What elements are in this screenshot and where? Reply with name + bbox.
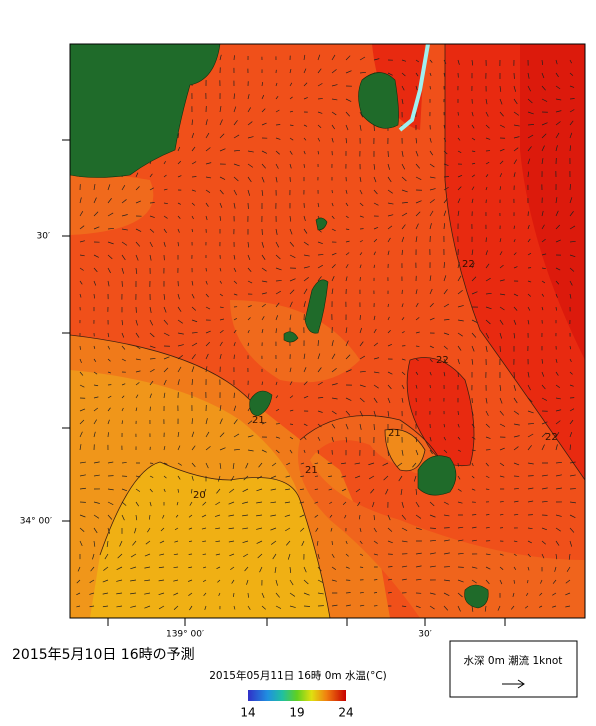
contour-label: 21: [305, 465, 318, 476]
legend-text: 水深 0m 潮流 1knot: [464, 654, 563, 667]
lat-label: 30′: [37, 232, 51, 242]
title: 2015年5月10日 16時の予測: [12, 647, 195, 663]
contour-label: 21: [388, 428, 401, 439]
legend-box: [450, 641, 577, 697]
contour-label: 22: [436, 355, 449, 366]
sea-temperature: [70, 44, 585, 618]
lon-label: 30′: [418, 630, 432, 640]
subtitle: 2015年05月11日 16時 0m 水温(°C): [209, 669, 387, 682]
contour-label: 22: [462, 259, 475, 270]
lat-label: 34° 00′: [20, 517, 52, 527]
contour-label: 20: [193, 490, 206, 501]
colorbar: [248, 690, 346, 701]
colorbar-tick-label: 19: [289, 706, 304, 720]
contour-label: 21: [252, 415, 265, 426]
colorbar-tick-label: 24: [338, 706, 353, 720]
lon-label: 139° 00′: [166, 630, 204, 640]
colorbar-tick-label: 14: [240, 706, 255, 720]
contour-label: 22: [545, 432, 558, 443]
